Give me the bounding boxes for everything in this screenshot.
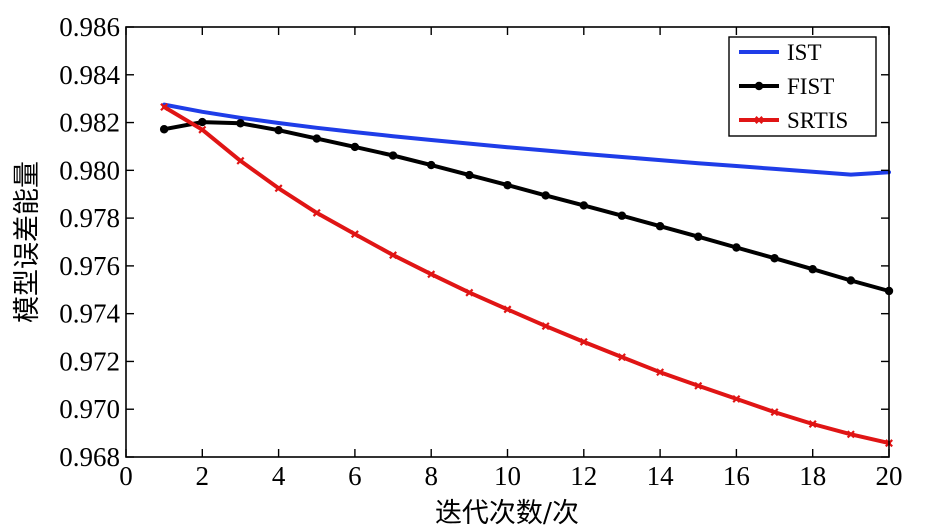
plot-area <box>159 102 894 448</box>
data-point-srtis <box>846 430 855 439</box>
series-line-ist <box>162 102 891 177</box>
y-tick-label: 0.978 <box>59 203 120 233</box>
data-point-srtis <box>541 322 550 331</box>
y-tick-label: 0.970 <box>59 394 120 424</box>
y-tick-label: 0.972 <box>59 346 120 376</box>
series-line-fist <box>162 120 891 293</box>
data-point-fist <box>732 243 741 252</box>
data-point-fist <box>541 191 550 200</box>
y-tick-label: 0.976 <box>59 251 120 281</box>
legend-label-ist: IST <box>787 40 822 65</box>
data-point-fist <box>274 126 283 135</box>
data-point-srtis <box>236 156 245 165</box>
data-point-fist <box>579 201 588 210</box>
data-point-srtis <box>427 270 436 279</box>
data-point-srtis <box>274 184 283 193</box>
legend-label-fist: FIST <box>787 74 834 99</box>
data-point-fist <box>312 134 321 143</box>
data-point-fist <box>655 222 665 231</box>
x-tick-label: 20 <box>876 461 903 491</box>
data-point-srtis <box>579 337 588 346</box>
data-point-fist <box>694 232 703 241</box>
data-point-fist <box>198 117 207 127</box>
x-tick-label: 10 <box>494 461 521 491</box>
legend-marker-fist <box>754 81 764 91</box>
y-axis-label: 模型误差能量 <box>12 161 43 323</box>
y-tick-label: 0.986 <box>59 12 120 42</box>
data-point-srtis <box>503 305 512 314</box>
axes <box>125 26 890 458</box>
x-tick-label: 0 <box>119 461 133 491</box>
y-tick-label: 0.984 <box>59 60 120 90</box>
x-tick-label: 6 <box>348 461 362 491</box>
data-point-fist <box>427 160 436 170</box>
data-point-srtis <box>312 208 321 217</box>
legend-label-srtis: SRTIS <box>787 108 848 133</box>
x-tick-label: 2 <box>196 461 210 491</box>
data-point-fist <box>770 254 779 263</box>
data-point-fist <box>617 211 627 220</box>
y-tick-label: 0.974 <box>59 299 120 329</box>
data-point-srtis <box>808 420 817 429</box>
data-point-srtis <box>465 288 474 297</box>
data-point-srtis <box>694 381 703 390</box>
tick-labels: 0 2 4 6 8 10 12 14 16 18 20 0.968 0.970 0.972 0.974 0.9… <box>59 12 902 491</box>
series-line-srtis <box>162 105 891 446</box>
data-point-fist <box>388 151 398 160</box>
data-point-srtis <box>770 408 779 417</box>
x-tick-label: 16 <box>723 461 750 491</box>
data-point-srtis <box>732 394 741 403</box>
x-tick-label: 8 <box>424 461 438 491</box>
data-point-srtis <box>617 353 626 362</box>
y-tick-label: 0.968 <box>59 442 120 472</box>
y-tick-label: 0.982 <box>59 108 120 138</box>
x-tick-label: 12 <box>570 461 597 491</box>
x-tick-label: 14 <box>647 461 675 491</box>
data-point-fist <box>846 276 856 285</box>
y-tick-label: 0.980 <box>59 155 120 185</box>
x-tick-label: 4 <box>272 461 286 491</box>
data-point-fist <box>350 142 360 152</box>
data-point-srtis <box>198 125 207 134</box>
data-point-fist <box>503 180 512 190</box>
legend: IST FIST SRTIS <box>728 36 877 137</box>
x-axis-label: 迭代次数/次 <box>435 498 579 529</box>
data-point-srtis <box>160 103 169 112</box>
legend-marker-srtis <box>755 116 763 124</box>
data-point-srtis <box>656 368 665 377</box>
x-tick-label: 18 <box>799 461 826 491</box>
data-point-srtis <box>350 230 359 239</box>
data-point-srtis <box>389 251 398 260</box>
data-point-fist <box>159 125 169 134</box>
data-point-fist <box>465 170 474 180</box>
data-point-fist <box>236 119 245 128</box>
data-point-fist <box>808 265 817 274</box>
